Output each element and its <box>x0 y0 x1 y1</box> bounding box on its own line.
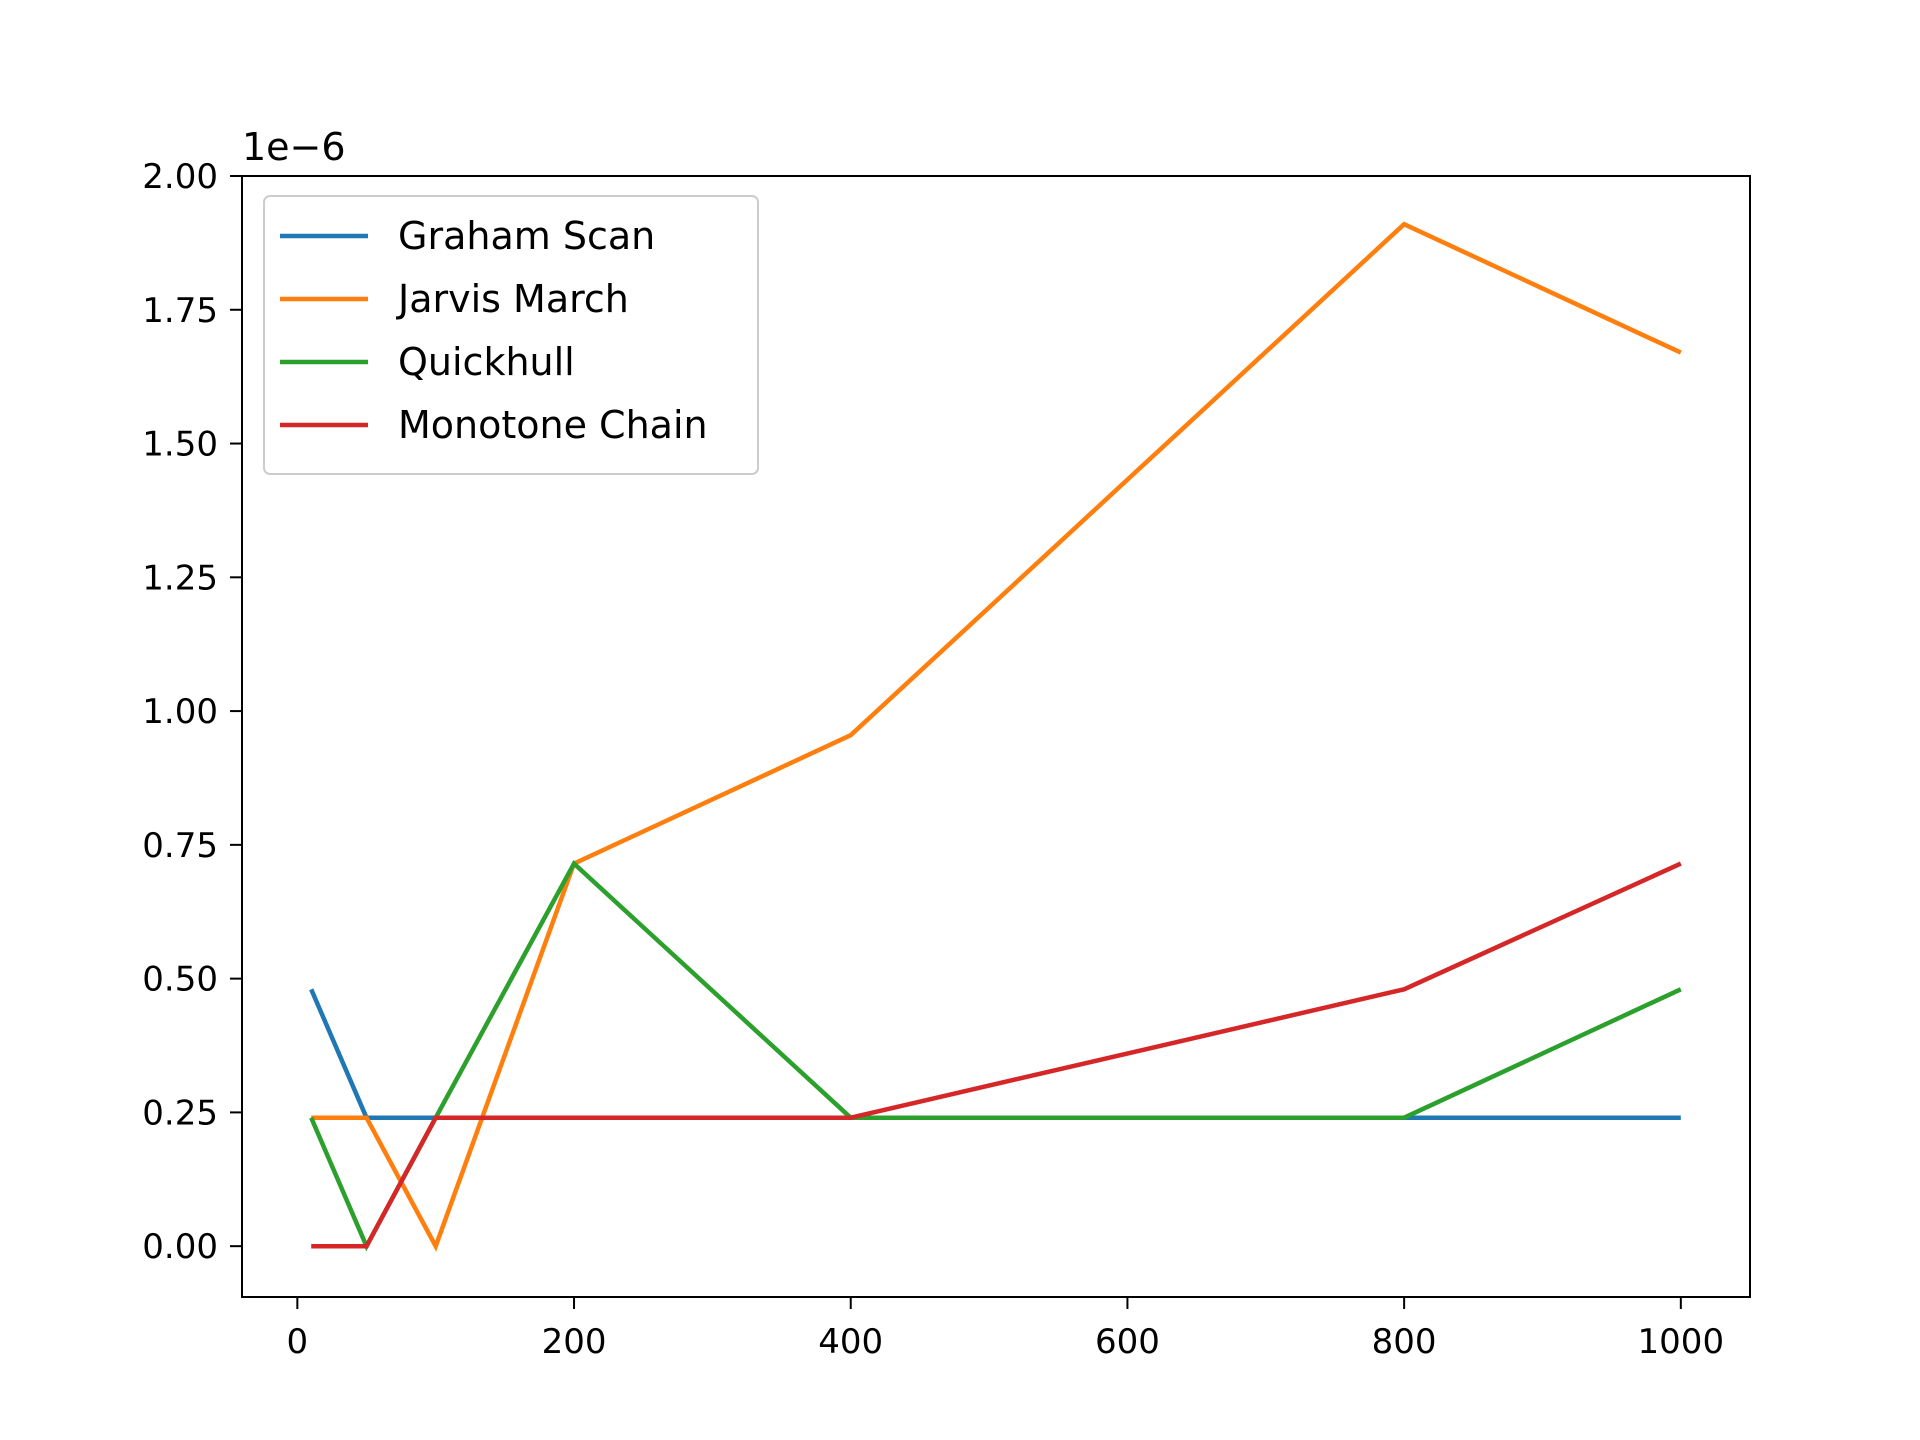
legend-label: Jarvis March <box>396 277 629 321</box>
y-tick-label: 0.50 <box>142 960 218 1000</box>
y-tick-label: 1.50 <box>142 425 218 465</box>
legend-label: Monotone Chain <box>398 403 708 447</box>
legend: Graham Scan Jarvis March Quickhull Monotone… <box>263 195 759 475</box>
y-axis-offset-label: 1e−6 <box>242 125 346 169</box>
x-tick-label: 800 <box>1372 1322 1437 1362</box>
y-tick-label: 0.25 <box>142 1093 218 1133</box>
x-axis: 0 200 400 600 800 1000 <box>287 1297 1725 1362</box>
y-tick-label: 2.00 <box>142 157 218 197</box>
x-tick-label: 600 <box>1095 1322 1160 1362</box>
y-tick-label: 0.00 <box>142 1227 218 1267</box>
y-tick-label: 1.25 <box>142 558 218 598</box>
series-line-4 <box>311 861 1682 1249</box>
x-tick-label: 1000 <box>1638 1322 1725 1362</box>
legend-box <box>263 195 759 475</box>
legend-label: Quickhull <box>398 340 575 384</box>
x-tick-label: 0 <box>287 1322 309 1362</box>
plot-frame <box>241 175 1751 1298</box>
legend-label: Graham Scan <box>398 214 655 258</box>
y-axis: 0.00 0.25 0.50 0.75 1.00 1.25 1.50 1.75 2.00 <box>142 157 242 1267</box>
y-tick-label: 1.75 <box>142 291 218 331</box>
y-tick-label: 0.75 <box>142 826 218 866</box>
series-layer <box>309 221 1682 1252</box>
x-tick-label: 400 <box>818 1322 883 1362</box>
y-tick-label: 1.00 <box>142 692 218 732</box>
x-tick-label: 200 <box>542 1322 607 1362</box>
